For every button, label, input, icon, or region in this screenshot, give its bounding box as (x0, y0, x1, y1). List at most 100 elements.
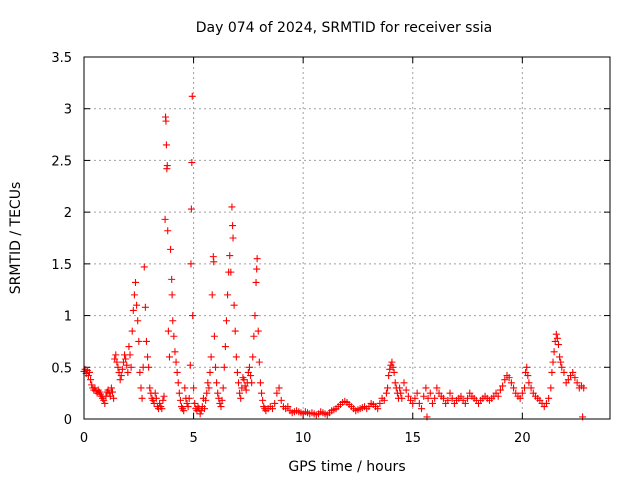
data-point (187, 205, 195, 213)
data-point (162, 117, 170, 125)
data-point (448, 394, 456, 402)
x-tick-labels: 0 5 10 15 20 (80, 431, 531, 446)
data-point (152, 394, 160, 402)
data-points (80, 92, 588, 421)
data-point (227, 268, 235, 276)
data-point (259, 396, 267, 404)
data-point (214, 389, 222, 397)
data-point (181, 384, 189, 392)
data-point (173, 368, 181, 376)
data-point (390, 368, 398, 376)
data-point (424, 394, 432, 402)
x-axis-label: GPS time / hours (288, 459, 405, 475)
data-point (542, 399, 550, 407)
data-point (124, 368, 132, 376)
data-point (141, 303, 149, 311)
data-point (558, 363, 566, 371)
data-point (247, 372, 255, 380)
data-point (85, 368, 93, 376)
data-point (553, 334, 561, 342)
y-tick-labels: 0 0.5 1 1.5 2 2.5 3 3.5 (51, 51, 72, 428)
y-tick-label: 0.5 (51, 361, 72, 376)
data-point (114, 363, 122, 371)
data-point (205, 384, 213, 392)
data-point (428, 399, 436, 407)
y-tick-label: 2 (64, 206, 72, 221)
data-point (560, 368, 568, 376)
x-tick-label: 20 (514, 431, 531, 446)
data-point (382, 389, 390, 397)
data-point (580, 384, 588, 392)
data-point (163, 162, 171, 170)
data-point (232, 353, 240, 361)
data-point (255, 358, 263, 366)
data-point (105, 389, 113, 397)
data-point (168, 275, 176, 283)
data-point (203, 389, 211, 397)
data-point (527, 384, 535, 392)
data-point (160, 392, 168, 400)
data-point (569, 368, 577, 376)
data-point (220, 363, 228, 371)
data-point (123, 361, 131, 369)
data-point (242, 386, 250, 394)
data-point (229, 234, 237, 242)
data-point (87, 376, 95, 384)
data-point (175, 389, 183, 397)
data-point (142, 337, 150, 345)
data-point (202, 396, 210, 404)
data-point (516, 394, 524, 402)
data-point (208, 291, 216, 299)
data-point (184, 403, 192, 411)
data-point (376, 399, 384, 407)
data-point (439, 394, 447, 402)
data-point (132, 278, 140, 286)
data-point (224, 291, 232, 299)
data-point (108, 388, 116, 396)
x-tick-label: 0 (80, 431, 88, 446)
data-point (420, 392, 428, 400)
data-point (240, 376, 248, 384)
data-point (201, 405, 209, 413)
data-point (168, 291, 176, 299)
data-point (499, 382, 507, 390)
data-point (446, 389, 454, 397)
data-point (507, 379, 515, 387)
data-point (258, 389, 266, 397)
data-point (501, 376, 509, 384)
data-point (380, 396, 388, 404)
data-point (521, 384, 529, 392)
x-tick-label: 15 (404, 431, 421, 446)
data-point (384, 384, 392, 392)
data-point (180, 407, 188, 415)
data-point (118, 365, 126, 373)
data-point (218, 396, 226, 404)
data-point (171, 348, 179, 356)
data-point (496, 386, 504, 394)
data-point (228, 203, 236, 211)
data-point (229, 222, 237, 230)
data-point (389, 363, 397, 371)
y-tick-label: 3 (64, 103, 72, 118)
data-point (204, 379, 212, 387)
y-axis-label: SRMTID / TECUs (8, 182, 24, 295)
data-point (222, 317, 230, 325)
data-point (374, 405, 382, 413)
data-point (385, 372, 393, 380)
data-point (133, 301, 141, 309)
data-point (231, 327, 239, 335)
data-point (172, 358, 180, 366)
data-point (273, 389, 281, 397)
y-tick-label: 3.5 (51, 51, 72, 66)
data-point (210, 332, 218, 340)
data-point (156, 399, 164, 407)
data-point (253, 265, 261, 273)
data-point (444, 396, 452, 404)
y-tick-label: 1 (64, 310, 72, 325)
data-point (176, 396, 184, 404)
y-tick-label: 2.5 (51, 154, 72, 169)
data-point (464, 394, 472, 402)
data-point (165, 353, 173, 361)
data-point (145, 363, 153, 371)
data-point (510, 384, 518, 392)
